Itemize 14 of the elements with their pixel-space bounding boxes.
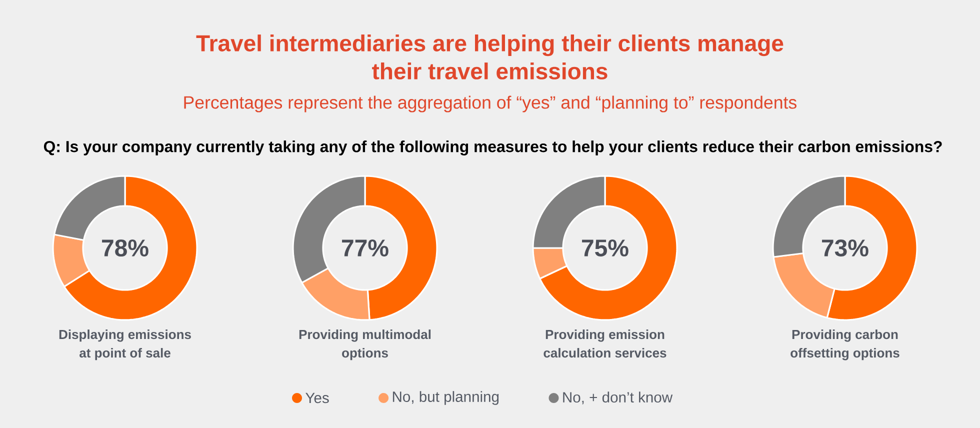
text: Q: Is your company currently taking any of the following measures to help your clients reduce their carbon emissions?: [44, 140, 942, 156]
text: 75%: [582, 240, 628, 256]
slice-label: Providing carbon offsetting options: [790, 330, 900, 360]
legend-label: No, but planning: [392, 391, 499, 405]
legend-label: Yes: [306, 392, 329, 404]
text: 73%: [822, 239, 868, 257]
chart-title: Travel intermediaries are helping their clients manage their travel emissions: [196, 34, 784, 80]
slice-label: Providing emission calculation services: [544, 330, 666, 358]
text: 77%: [342, 240, 388, 256]
slice-label: Displaying emissions at point of sale: [59, 330, 191, 360]
legend-label: No, + don’t know: [563, 392, 673, 404]
chart-subtitle: Percentages represent the aggregation of “yes” and “planning to” respondents: [184, 96, 796, 112]
slice-label: Providing multimodal options: [299, 330, 431, 360]
text: 78%: [102, 240, 148, 256]
